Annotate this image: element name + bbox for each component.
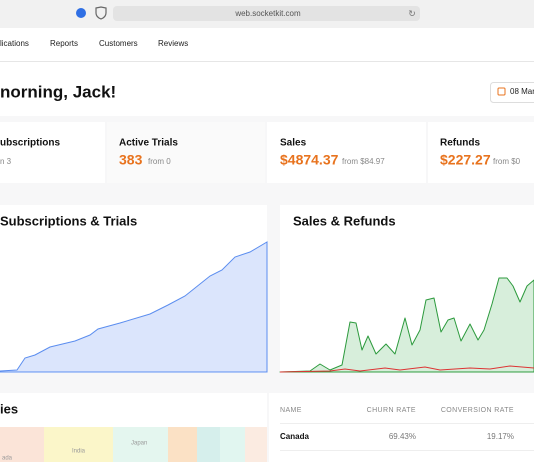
table-header: CONVERSION RATE — [441, 407, 514, 414]
nav-link[interactable]: lications — [0, 39, 29, 48]
nav-bar — [0, 28, 534, 62]
nav-link[interactable]: Reports — [50, 39, 78, 48]
date: 08 Mar — [510, 87, 534, 96]
stat-title: Refunds — [440, 138, 480, 149]
treemap-cell[interactable] — [168, 427, 197, 462]
treemap-label: India — [72, 449, 86, 455]
table-cell: 69.43% — [389, 432, 416, 441]
stat-card — [107, 122, 265, 183]
stat-from: from $84.97 — [342, 157, 385, 166]
table-cell: Canada — [280, 432, 309, 441]
stat-from: from $0 — [493, 157, 521, 166]
stat-value: $227.27 — [440, 152, 491, 168]
table-header: NAME — [280, 407, 302, 414]
chart-title: Sales & Refunds — [293, 213, 396, 228]
refunds-line — [279, 365, 534, 373]
treemap-cell[interactable] — [0, 427, 44, 462]
chart-title: Subscriptions & Trials — [0, 213, 137, 228]
header — [0, 62, 534, 116]
stat-from: n 3 — [0, 157, 12, 166]
nav-link[interactable]: Reviews — [158, 39, 188, 48]
section-title: ies — [0, 401, 18, 416]
stat-from: from 0 — [148, 157, 171, 166]
calendar-icon — [497, 87, 506, 96]
stat-title: Active Trials — [119, 138, 178, 149]
treemap-cell[interactable] — [245, 427, 267, 462]
treemap-cell[interactable] — [220, 427, 245, 462]
reload-icon[interactable]: ↻ — [408, 8, 416, 18]
stat-card — [267, 122, 426, 183]
subscriptions-area — [0, 241, 268, 373]
extension-icon[interactable] — [76, 8, 86, 18]
url: web.socketkit.com — [234, 9, 301, 18]
treemap-label: Japan — [131, 441, 147, 447]
stat-title: ubscriptions — [0, 138, 60, 149]
treemap-label: ada — [2, 456, 13, 462]
stat-card — [428, 122, 534, 183]
stat-title: Sales — [280, 138, 307, 149]
stat-card — [0, 122, 105, 183]
table-cell: 19.17% — [487, 432, 514, 441]
table-header: CHURN RATE — [367, 407, 416, 414]
greeting: norning, Jack! — [0, 82, 116, 101]
stat-value: 383 — [119, 152, 143, 168]
stat-value: $4874.37 — [280, 152, 339, 168]
treemap-cell[interactable] — [113, 427, 168, 462]
shield-icon[interactable] — [95, 6, 107, 20]
url-field[interactable] — [113, 6, 420, 21]
treemap-cell[interactable] — [44, 427, 113, 462]
treemap-cell[interactable] — [197, 427, 220, 462]
sales-area — [279, 277, 534, 373]
nav-link[interactable]: Customers — [99, 39, 138, 48]
table-card — [269, 393, 534, 462]
